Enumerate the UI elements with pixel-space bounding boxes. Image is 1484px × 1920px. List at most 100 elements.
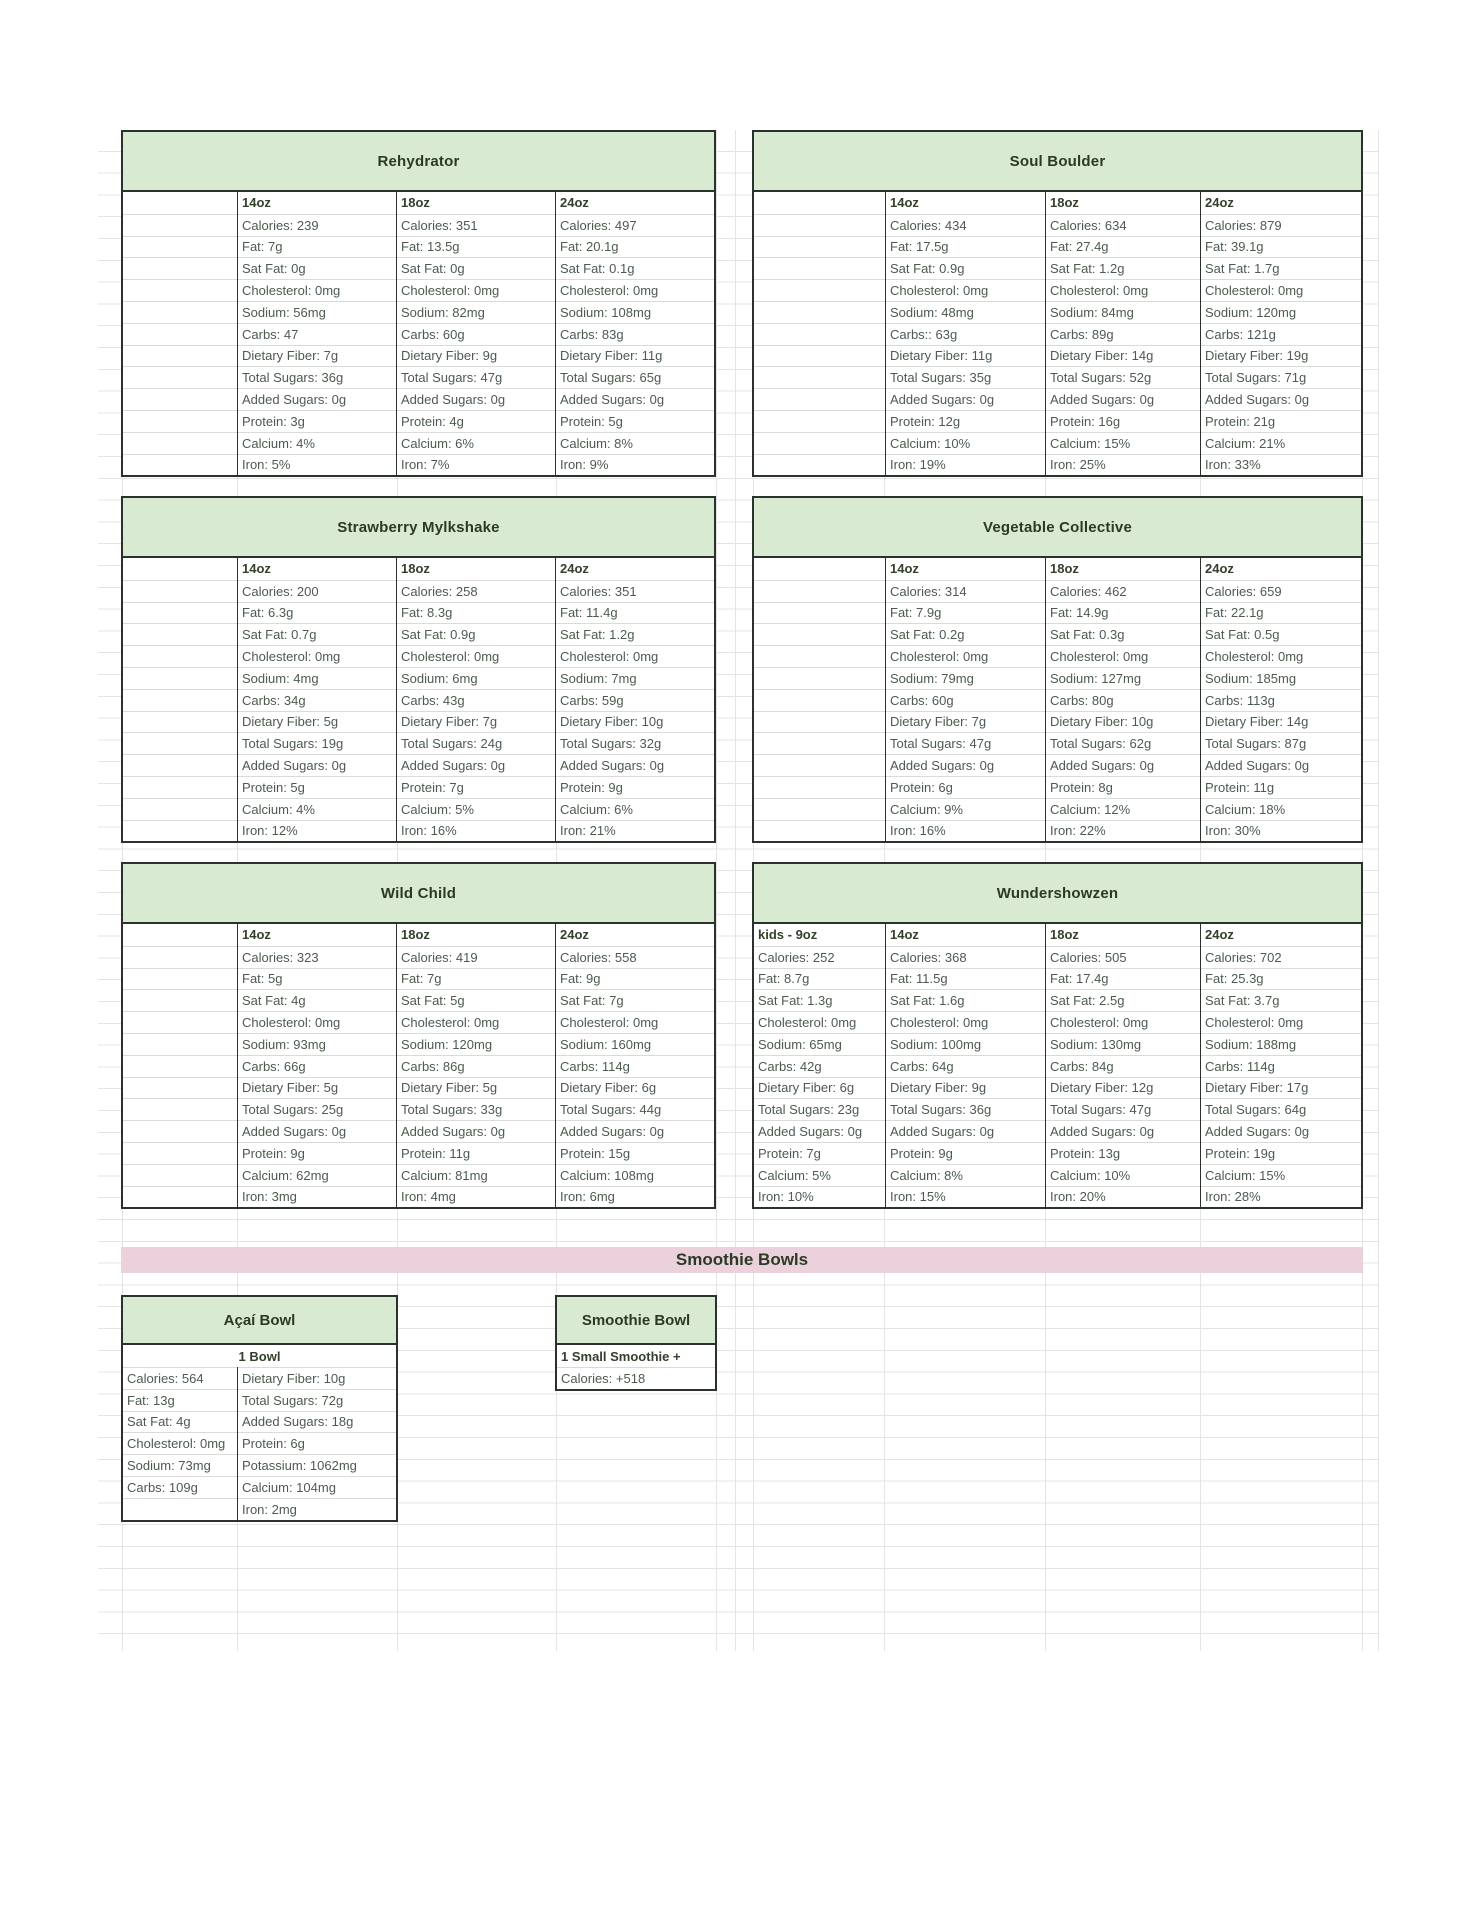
nutrition-cell: Total Sugars: 36g: [886, 1098, 1045, 1120]
empty-cell: [754, 453, 885, 476]
empty-cell: [123, 775, 237, 798]
empty-cell: [754, 235, 885, 258]
serving-header: 1 Small Smoothie +: [561, 1348, 681, 1364]
smoothie-bowls-banner: Smoothie Bowls: [121, 1247, 1363, 1273]
nutrition-cell: Total Sugars: 72g: [238, 1388, 396, 1411]
empty-cell: [123, 322, 237, 345]
nutrition-cell: Calories: 879: [1201, 213, 1361, 236]
nutrition-cell: Fat: 7g: [397, 967, 555, 990]
nutrition-cell: Calcium: 8%: [556, 431, 714, 454]
nutrition-cell: Calcium: 21%: [1201, 431, 1361, 454]
nutrition-cell: Sodium: 120mg: [397, 1032, 555, 1055]
size-column: kids - 9oz Calories: 252 Fat: 8.7g Sat Fat:…: [754, 924, 885, 1207]
nutrition-cell: Total Sugars: 32g: [556, 732, 714, 754]
nutrition-cell: Dietary Fiber: 14g: [1201, 710, 1361, 733]
nutrition-cell: Sat Fat: 1.2g: [556, 623, 714, 645]
size-header: 14oz: [242, 195, 271, 211]
nutrition-cell: Calories: 200: [238, 579, 396, 602]
nutrition-cell: Protein: 9g: [556, 775, 714, 798]
size-column: 14oz Calories: 239 Fat: 7g Sat Fat: 0g Chole…: [237, 192, 396, 476]
empty-cell: [754, 732, 885, 754]
empty-corner-cell: [754, 558, 885, 580]
nutrition-cell: Iron: 6mg: [556, 1185, 714, 1208]
nutrition-cell: Protein: 13g: [1046, 1141, 1200, 1164]
empty-cell: [123, 388, 237, 410]
nutrition-cell: Carbs: 60g: [886, 688, 1045, 711]
nutrition-cell: Fat: 11.5g: [886, 967, 1045, 990]
size-column: 24oz Calories: 879 Fat: 39.1g Sat Fat: 1.7g…: [1200, 192, 1361, 476]
nutrition-cell: Sodium: 56mg: [238, 300, 396, 323]
sheet-gridline-vertical: [735, 130, 736, 1651]
nutrition-cell: Cholesterol: 0mg: [886, 645, 1045, 667]
sheet-gridline-vertical: [1378, 130, 1379, 1651]
empty-cell: [123, 579, 237, 602]
nutrition-cell: Fat: 13.5g: [397, 235, 555, 258]
nutrition-table-soul-boulder: Soul Boulder 14oz Calories: 434 Fat: 17.5g S…: [752, 130, 1363, 478]
empty-cell: [123, 945, 237, 968]
nutrition-cell: Dietary Fiber: 17g: [1201, 1076, 1361, 1099]
nutrition-cell: Carbs: 113g: [1201, 688, 1361, 711]
empty-cell: [123, 967, 237, 990]
nutrition-cell: Sat Fat: 1.2g: [1046, 257, 1200, 279]
nutrition-cell: Iron: 3mg: [238, 1185, 396, 1208]
nutrition-cell: Dietary Fiber: 6g: [754, 1076, 885, 1099]
size-column: 14oz Calories: 314 Fat: 7.9g Sat Fat: 0.2g C…: [885, 558, 1045, 842]
empty-corner-cell: [754, 192, 885, 214]
empty-cell: [123, 431, 237, 454]
nutrition-cell: Calories: 659: [1201, 579, 1361, 602]
nutrition-cell: Sodium: 7mg: [556, 666, 714, 689]
nutrition-cell: Protein: 16g: [1046, 409, 1200, 432]
nutrition-cell: Sat Fat: 4g: [238, 989, 396, 1011]
nutrition-table-rehydrator: Rehydrator 14oz Calories: 239 Fat: 7g Sat Fa…: [121, 130, 716, 478]
nutrition-cell: Cholesterol: 0mg: [1046, 1011, 1200, 1033]
label-column: [123, 558, 237, 841]
empty-cell: [123, 645, 237, 667]
size-header: 24oz: [560, 195, 589, 211]
nutrition-cell: Dietary Fiber: 5g: [238, 1076, 396, 1099]
nutrition-cell: Added Sugars: 0g: [556, 754, 714, 776]
size-header: kids - 9oz: [758, 927, 818, 943]
nutrition-cell: Total Sugars: 64g: [1201, 1098, 1361, 1120]
empty-cell: [123, 213, 237, 236]
nutrition-cell: Sodium: 185mg: [1201, 666, 1361, 689]
nutrition-cell: Protein: 7g: [397, 775, 555, 798]
nutrition-cell: Calcium: 6%: [397, 431, 555, 454]
nutrition-cell: Total Sugars: 71g: [1201, 366, 1361, 388]
nutrition-cell: Calories: 258: [397, 579, 555, 602]
nutrition-cell: Dietary Fiber: 14g: [1046, 344, 1200, 367]
nutrition-cell: Sat Fat: 1.7g: [1201, 257, 1361, 279]
nutrition-cell: Calories: 564: [123, 1367, 237, 1389]
nutrition-cell: Iron: 7%: [397, 453, 555, 476]
nutrition-cell: Calcium: 18%: [1201, 797, 1361, 820]
nutrition-cell: Iron: 19%: [886, 453, 1045, 476]
nutrition-cell: Potassium: 1062mg: [238, 1454, 396, 1476]
size-header: 14oz: [890, 195, 919, 211]
nutrition-cell: Carbs: 89g: [1046, 322, 1200, 345]
nutrition-cell: Protein: 6g: [886, 775, 1045, 798]
sheet-gridline-vertical: [716, 130, 717, 1651]
size-column: 14oz Calories: 434 Fat: 17.5g Sat Fat: 0.9g…: [885, 192, 1045, 476]
table-columns: 14oz Calories: 323 Fat: 5g Sat Fat: 4g Chole…: [123, 924, 714, 1208]
empty-cell: [754, 279, 885, 301]
nutrition-cell: Calories: +518: [557, 1367, 715, 1389]
nutrition-cell: Total Sugars: 52g: [1046, 366, 1200, 388]
serving-header: 1 Bowl: [238, 1348, 281, 1364]
nutrition-cell: Cholesterol: 0mg: [397, 645, 555, 667]
nutrition-cell: Calcium: 108mg: [556, 1163, 714, 1186]
nutrition-cell: Calcium: 4%: [238, 431, 396, 454]
empty-cell: [754, 623, 885, 645]
nutrition-cell: Protein: 5g: [238, 775, 396, 798]
empty-cell: [123, 235, 237, 258]
nutrition-cell: Dietary Fiber: 5g: [238, 710, 396, 733]
label-column: [754, 558, 885, 841]
nutrition-cell: Sat Fat: 0g: [397, 257, 555, 279]
nutrition-cell: Fat: 13g: [123, 1388, 237, 1411]
nutrition-cell: Added Sugars: 0g: [1201, 754, 1361, 776]
nutrition-cell: Added Sugars: 0g: [1201, 388, 1361, 410]
nutrition-cell: Calcium: 62mg: [238, 1163, 396, 1186]
nutrition-cell: Fat: 17.5g: [886, 235, 1045, 258]
size-column: 24oz Calories: 702 Fat: 25.3g Sat Fat: 3.7g…: [1200, 924, 1361, 1208]
nutrition-cell: Cholesterol: 0mg: [556, 645, 714, 667]
nutrition-cell: Dietary Fiber: 7g: [886, 710, 1045, 733]
nutrition-cell: Cholesterol: 0mg: [238, 1011, 396, 1033]
